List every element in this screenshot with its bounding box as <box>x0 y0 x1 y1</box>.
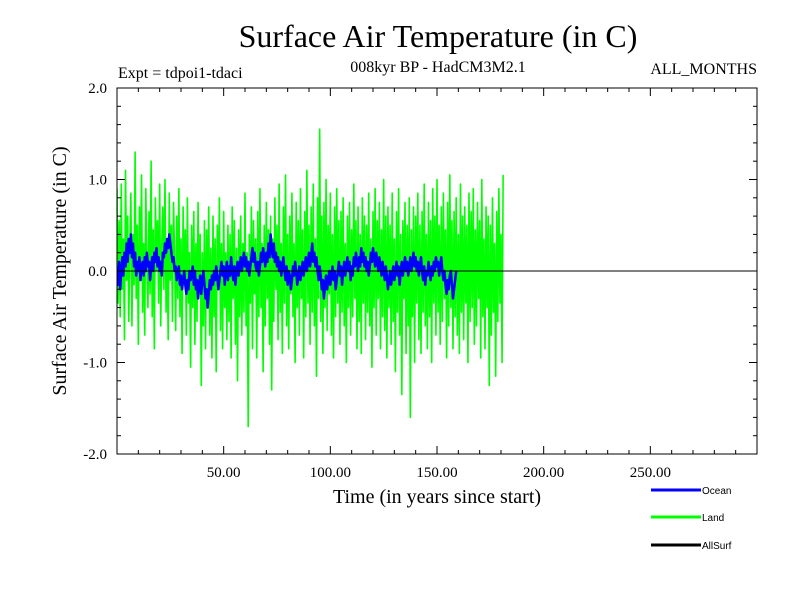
legend-label-land: Land <box>702 513 724 524</box>
y-axis-label: Surface Air Temperature (in C) <box>49 146 71 395</box>
x-tick-label: 250.00 <box>630 465 671 481</box>
y-tick-label: 2.0 <box>88 81 107 97</box>
x-axis-label: Time (in years since start) <box>333 486 541 508</box>
legend-label-ocean: Ocean <box>702 486 731 497</box>
chart-title: Surface Air Temperature (in C) <box>239 18 638 54</box>
legend: Ocean Land AllSurf <box>651 486 732 552</box>
legend-label-allsurf: AllSurf <box>702 541 732 552</box>
y-tick-label: 0.0 <box>88 264 107 280</box>
x-tick-label: 150.00 <box>416 465 457 481</box>
x-tick-label: 200.00 <box>523 465 564 481</box>
series-layer <box>117 128 504 428</box>
y-tick-label: -1.0 <box>83 356 107 372</box>
axes-layer: 50.00 100.00 150.00 200.00 250.00 2.0 1.0 0.0 -1… <box>83 81 757 481</box>
x-tick-label: 50.00 <box>207 465 241 481</box>
chart-subtitle: 008kyr BP - HadCM3M2.1 <box>350 59 525 76</box>
y-tick-label: 1.0 <box>88 173 107 189</box>
experiment-label: Expt = tdpoi1-tdaci <box>118 65 243 82</box>
y-tick-label: -2.0 <box>83 447 107 463</box>
x-tick-label: 100.00 <box>310 465 351 481</box>
series-line-ocean <box>117 233 458 309</box>
season-label: ALL_MONTHS <box>650 61 757 78</box>
